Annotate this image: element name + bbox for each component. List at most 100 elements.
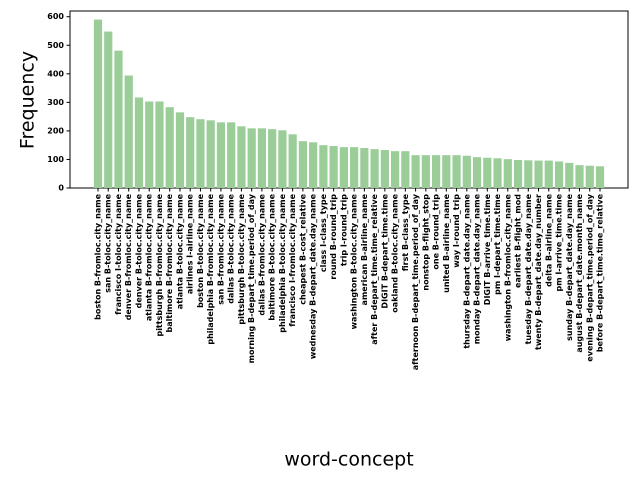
y-tick-label: 400 xyxy=(47,69,64,78)
bar xyxy=(380,150,389,188)
y-tick-label: 600 xyxy=(47,12,64,21)
x-tick-label: pm I-depart_time.time xyxy=(493,193,502,294)
bar xyxy=(421,155,430,188)
bar xyxy=(114,50,123,189)
x-tick-label: washington B-fromloc.city_name xyxy=(503,193,512,341)
x-tick-label: DIGIT B-arrive_time.time xyxy=(483,193,492,305)
x-tick-label: airlines I-airline_name xyxy=(186,193,195,294)
x-tick-label: pittsburgh B-toloc.city_name xyxy=(237,193,246,324)
bar xyxy=(329,146,338,188)
bar xyxy=(452,155,461,188)
bar xyxy=(175,112,185,188)
x-tick-label: san B-toloc.city_name xyxy=(104,193,113,292)
x-tick-label: san B-fromloc.city_name xyxy=(216,193,225,304)
bar xyxy=(257,128,267,188)
bar xyxy=(227,122,236,188)
bar xyxy=(288,134,297,188)
x-tick-label: earliest B-flight_mod xyxy=(514,194,523,288)
y-tick-label: 300 xyxy=(47,98,64,107)
x-tick-label: twenty B-depart_date.day_number xyxy=(534,194,543,350)
x-tick-label: united B-airline_name xyxy=(442,193,451,292)
x-tick-label: delta B-airline_name xyxy=(544,193,553,286)
bar xyxy=(165,107,174,188)
bar xyxy=(370,149,379,188)
x-tick-label: trip I-round_trip xyxy=(339,194,348,266)
x-tick-label: boston B-fromloc.city_name xyxy=(94,193,103,319)
x-tick-label: american B-airline_name xyxy=(360,193,369,305)
bar xyxy=(554,161,564,188)
bar xyxy=(298,141,307,188)
x-tick-label: francisco I-fromloc.city_name xyxy=(288,193,297,326)
x-tick-label: DIGIT B-depart_time.time xyxy=(380,193,389,308)
x-tick-label: nonstop B-flight_stop xyxy=(421,194,430,291)
bar xyxy=(472,157,482,188)
x-tick-label: evening B-depart_time.period_of_day xyxy=(585,193,594,361)
x-tick-label: one B-round_trip xyxy=(432,194,441,270)
bar xyxy=(309,142,318,188)
bar xyxy=(196,119,205,188)
bar xyxy=(134,97,144,188)
x-tick-label: way I-round_trip xyxy=(452,194,461,268)
bar xyxy=(186,117,195,188)
bar xyxy=(360,148,369,188)
bar xyxy=(524,160,533,188)
x-tick-label: oakland B-toloc.city_name xyxy=(391,193,400,312)
bar xyxy=(565,162,574,188)
x-tick-label: pittsburgh B-fromloc.city_name xyxy=(155,193,164,336)
x-tick-label: francisco I-toloc.city_name xyxy=(114,193,123,314)
bar xyxy=(268,129,277,188)
bar xyxy=(462,155,471,188)
bar xyxy=(513,160,523,188)
x-tick-label: after B-depart_time.time_relative xyxy=(370,193,379,344)
bar xyxy=(155,101,164,188)
x-tick-label: atlanta B-toloc.city_name xyxy=(175,193,184,309)
bar xyxy=(401,151,410,188)
bar xyxy=(431,155,441,188)
x-tick-label: baltimore B-fromloc.city_name xyxy=(165,193,174,332)
bar xyxy=(124,75,133,188)
bar xyxy=(145,101,154,188)
bar xyxy=(216,122,226,188)
x-tick-label: dallas B-toloc.city_name xyxy=(227,193,236,303)
y-tick-label: 200 xyxy=(47,126,64,135)
x-tick-label: boston B-toloc.city_name xyxy=(196,193,205,307)
bar xyxy=(278,130,287,188)
x-tick-label: wednesday B-depart_date.day_name xyxy=(309,193,318,359)
x-axis-title: word-concept xyxy=(284,449,413,471)
y-axis-title: Frequency xyxy=(17,51,39,149)
x-tick-label: philadelphia B-toloc.city_name xyxy=(278,193,287,332)
bar xyxy=(483,157,492,188)
x-tick-label: sunday B-depart_date.day_name xyxy=(565,193,574,340)
bar xyxy=(206,120,215,188)
x-tick-label: atlanta B-fromloc.city_name xyxy=(145,193,154,321)
bar xyxy=(544,160,553,188)
bar xyxy=(319,145,328,188)
x-tick-label: round B-round_trip xyxy=(329,194,338,280)
y-tick-label: 100 xyxy=(47,155,64,164)
bar xyxy=(595,166,605,188)
bar xyxy=(350,147,359,188)
x-tick-label: class I-class_type xyxy=(319,193,328,272)
x-tick-label: august B-depart_date.month_name xyxy=(575,193,584,352)
bar xyxy=(534,160,543,188)
y-tick-label: 500 xyxy=(47,41,64,50)
y-tick-label: 0 xyxy=(58,184,64,193)
x-tick-label: first B-class_type xyxy=(401,193,410,271)
bar xyxy=(237,126,246,188)
x-tick-label: denver B-toloc.city_name xyxy=(134,193,143,308)
x-tick-label: thursday B-depart_date.day_name xyxy=(462,193,471,348)
x-tick-label: pm I-arrive_time.time xyxy=(555,193,564,291)
bar xyxy=(93,19,103,189)
x-tick-label: washington B-toloc.city_name xyxy=(350,193,359,329)
bar xyxy=(339,147,348,188)
x-tick-label: philadelphia B-fromloc.city_name xyxy=(206,193,215,344)
x-tick-label: dallas B-fromloc.city_name xyxy=(257,193,266,315)
bar xyxy=(104,31,113,188)
x-tick-label: baltimore B-toloc.city_name xyxy=(268,193,277,320)
bar xyxy=(575,165,584,188)
bar xyxy=(411,155,420,188)
x-tick-label: denver B-fromloc.city_name xyxy=(124,193,133,320)
bar xyxy=(503,159,512,188)
bar xyxy=(585,165,594,188)
